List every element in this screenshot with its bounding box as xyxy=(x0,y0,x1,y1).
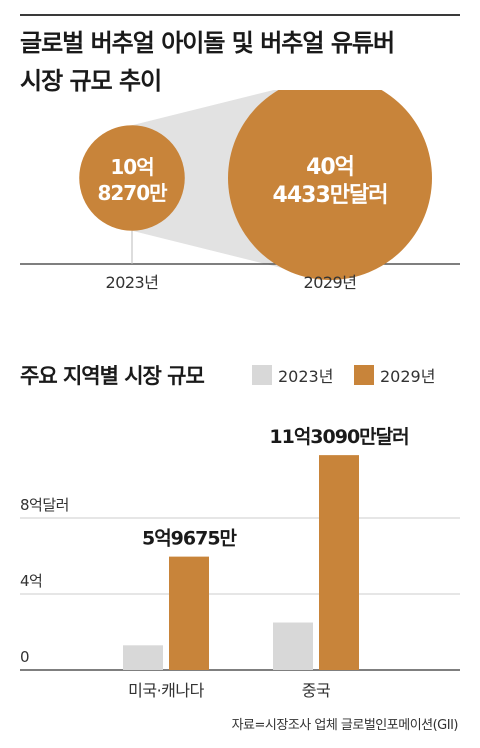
legend-label-2023: 2023년 xyxy=(278,367,334,386)
bar-data-label: 5억9675만 xyxy=(142,528,238,550)
legend-swatch-2023 xyxy=(252,365,272,385)
x-tick-label: 2029년 xyxy=(304,273,357,292)
title-line-2: 시장 규모 추이 xyxy=(20,67,162,95)
bubble-value-label: 10억 xyxy=(110,155,153,179)
title-line-1: 글로벌 버추얼 아이돌 및 버추얼 유튜버 xyxy=(20,29,395,57)
chart-title: 글로벌 버추얼 아이돌 및 버추얼 유튜버 시장 규모 추이 xyxy=(20,24,460,100)
legend: 2029년 xyxy=(354,363,435,387)
bar-2029 xyxy=(319,455,359,670)
bubble-value-label: 40억 xyxy=(306,155,354,180)
bubble-value-label: 4433만달러 xyxy=(273,183,388,208)
top-rule xyxy=(20,14,460,16)
legend-swatch-2029 xyxy=(354,365,374,385)
source-note: 자료=시장조사 업체 글로벌인포메이션(GII) xyxy=(231,718,459,733)
bar-2023 xyxy=(123,645,163,670)
bubble-value-label: 8270만 xyxy=(97,181,168,205)
bubble-2023 xyxy=(79,125,185,231)
x-tick-label: 미국·캐나다 xyxy=(128,681,204,700)
legend: 2023년 xyxy=(252,363,333,387)
bar-2029 xyxy=(169,556,209,670)
bar-data-label: 11억3090만달러 xyxy=(269,426,408,448)
y-tick-label: 4억 xyxy=(20,572,42,590)
y-tick-label: 0 xyxy=(20,648,29,666)
y-tick-label: 8억달러 xyxy=(20,496,69,514)
x-tick-label: 2023년 xyxy=(106,273,159,292)
legend-label-2029: 2029년 xyxy=(380,367,436,386)
x-tick-label: 중국 xyxy=(302,681,330,700)
bar-chart-title: 주요 지역별 시장 규모 xyxy=(20,364,205,388)
bar-2023 xyxy=(273,622,313,670)
bubble-2029 xyxy=(228,90,432,280)
